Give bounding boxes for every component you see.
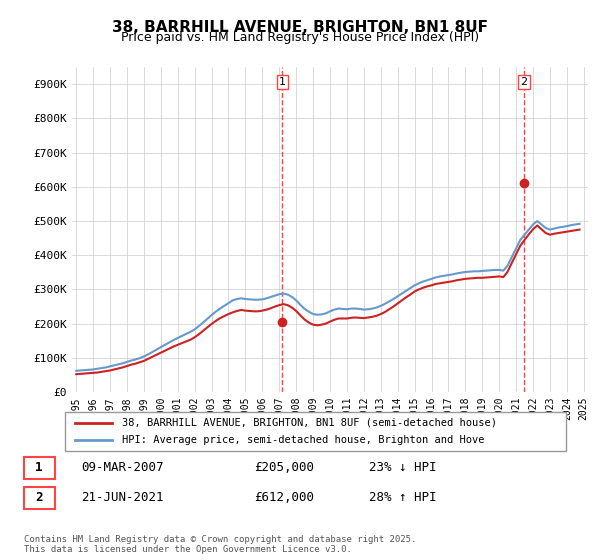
Text: 38, BARRHILL AVENUE, BRIGHTON, BN1 8UF (semi-detached house): 38, BARRHILL AVENUE, BRIGHTON, BN1 8UF (…: [122, 418, 497, 428]
Text: 23% ↓ HPI: 23% ↓ HPI: [369, 461, 437, 474]
Text: £205,000: £205,000: [254, 461, 314, 474]
Text: £612,000: £612,000: [254, 492, 314, 505]
Text: 2: 2: [35, 492, 43, 505]
FancyBboxPatch shape: [65, 412, 566, 451]
Text: 28% ↑ HPI: 28% ↑ HPI: [369, 492, 437, 505]
Text: HPI: Average price, semi-detached house, Brighton and Hove: HPI: Average price, semi-detached house,…: [122, 435, 484, 445]
Text: 2: 2: [520, 77, 527, 87]
Text: 38, BARRHILL AVENUE, BRIGHTON, BN1 8UF: 38, BARRHILL AVENUE, BRIGHTON, BN1 8UF: [112, 20, 488, 35]
Text: Contains HM Land Registry data © Crown copyright and database right 2025.
This d: Contains HM Land Registry data © Crown c…: [24, 535, 416, 554]
Text: 21-JUN-2021: 21-JUN-2021: [81, 492, 164, 505]
Text: 1: 1: [35, 461, 43, 474]
Text: Price paid vs. HM Land Registry's House Price Index (HPI): Price paid vs. HM Land Registry's House …: [121, 31, 479, 44]
FancyBboxPatch shape: [23, 458, 55, 479]
Text: 1: 1: [279, 77, 286, 87]
FancyBboxPatch shape: [23, 487, 55, 509]
Text: 09-MAR-2007: 09-MAR-2007: [81, 461, 164, 474]
